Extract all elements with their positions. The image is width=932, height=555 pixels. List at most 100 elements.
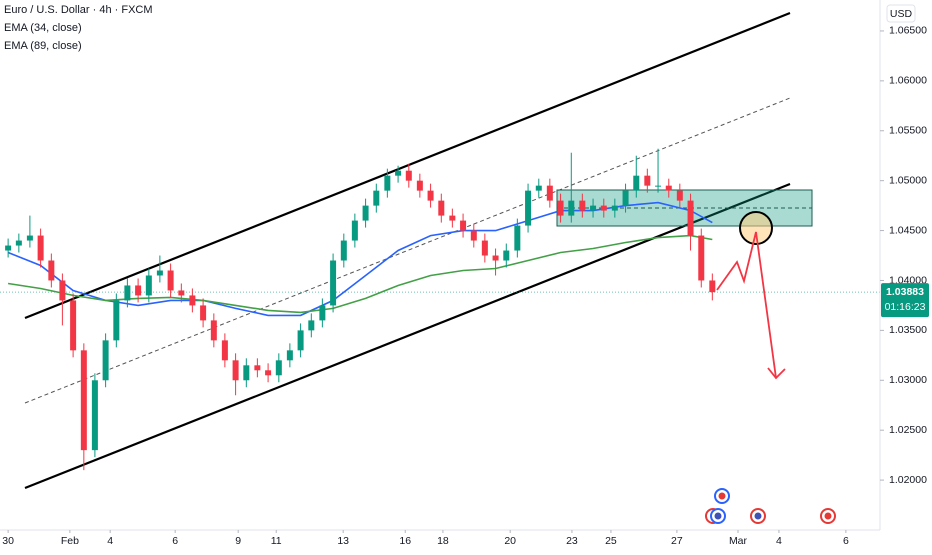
- x-tick-label: 11: [271, 535, 282, 547]
- y-tick-label: 1.03500: [889, 324, 927, 336]
- y-tick-label: 1.05500: [889, 125, 927, 137]
- candle-body: [579, 200, 586, 211]
- x-tick-label: 13: [337, 535, 349, 547]
- event-icons: [705, 488, 836, 524]
- candle-body: [470, 230, 477, 241]
- candle-body: [535, 185, 542, 191]
- candle-body: [568, 200, 575, 216]
- x-tick-label: Feb: [61, 535, 79, 547]
- bar-countdown: 01:16:23: [885, 301, 926, 313]
- candle-body: [590, 205, 597, 211]
- x-tick-label: 4: [776, 535, 782, 547]
- y-tick-label: 1.06000: [889, 75, 927, 87]
- candle-body: [5, 245, 12, 251]
- candle-body: [232, 360, 239, 381]
- legend-entry: EMA (34, close): [4, 22, 82, 34]
- candle-body: [26, 235, 33, 241]
- candle-body: [48, 260, 55, 281]
- candle-body: [655, 185, 662, 187]
- candle-body: [709, 280, 716, 293]
- candle-body: [384, 175, 391, 191]
- candle-body: [135, 285, 142, 296]
- candle-body: [189, 295, 196, 306]
- candle-body: [254, 365, 261, 371]
- candle-body: [460, 220, 467, 231]
- candle-body: [438, 200, 445, 216]
- x-tick-label: 25: [605, 535, 617, 547]
- event-icon-dot: [714, 512, 722, 520]
- candle-body: [525, 190, 532, 226]
- candle-body: [167, 270, 174, 291]
- candle-body: [340, 240, 347, 261]
- candle-body: [243, 365, 250, 381]
- chart-title: Euro / U.S. Dollar · 4h · FXCM: [4, 4, 153, 16]
- channel-lower: [24, 182, 791, 490]
- y-tick-label: 1.04500: [889, 224, 927, 236]
- event-icon-dot: [824, 512, 832, 520]
- candle-body: [622, 190, 629, 206]
- candle-body: [145, 275, 152, 296]
- channel-upper: [24, 11, 791, 320]
- candle-body: [286, 350, 293, 361]
- candle-body: [319, 305, 326, 321]
- y-tick-label: 1.02500: [889, 424, 927, 436]
- candle-body: [80, 350, 87, 451]
- candle-body: [362, 205, 369, 221]
- candle-body: [687, 200, 694, 236]
- event-icon-dot: [754, 512, 762, 520]
- candle-body: [221, 340, 228, 361]
- x-tick-label: 4: [107, 535, 113, 547]
- candle-body: [275, 360, 282, 376]
- candle-body: [330, 260, 337, 306]
- candle-body: [503, 250, 510, 261]
- candle-body: [676, 190, 683, 201]
- candle-body: [308, 320, 315, 331]
- annotations: [705, 211, 836, 524]
- candle-body: [373, 190, 380, 206]
- target-circle: [739, 211, 773, 245]
- candle-body: [665, 185, 672, 191]
- candle-body: [492, 255, 499, 261]
- candle-body: [91, 380, 98, 451]
- candle-body: [178, 290, 185, 296]
- currency-label: USD: [890, 8, 913, 20]
- candle-body: [265, 370, 272, 376]
- candle-body: [416, 180, 423, 191]
- price-tag: [881, 283, 929, 318]
- candle-body: [698, 235, 705, 281]
- y-tick-label: 1.02000: [889, 474, 927, 486]
- x-tick-label: 30: [2, 535, 14, 547]
- candle-body: [600, 205, 607, 211]
- y-tick-label: 1.03000: [889, 374, 927, 386]
- candle-body: [427, 190, 434, 201]
- candle-body: [546, 185, 553, 201]
- candle-body: [449, 215, 456, 221]
- x-tick-label: 23: [566, 535, 578, 547]
- candle-body: [70, 300, 77, 351]
- y-tick-label: 1.05000: [889, 174, 927, 186]
- candle-body: [102, 340, 109, 381]
- candle-body: [297, 330, 304, 351]
- candle-body: [351, 220, 358, 241]
- event-icon-dot: [718, 492, 726, 500]
- candle-body: [37, 235, 44, 261]
- candle-body: [156, 270, 163, 276]
- x-tick-label: 6: [843, 535, 849, 547]
- candle-body: [633, 175, 640, 191]
- candle-body: [210, 320, 217, 341]
- projection-path: [716, 231, 777, 379]
- candle-body: [481, 240, 488, 256]
- candle-body: [124, 285, 131, 301]
- candle-body: [611, 205, 618, 211]
- projection-arrowhead: [767, 367, 786, 380]
- x-tick-label: Mar: [729, 535, 748, 547]
- candle-body: [405, 170, 412, 181]
- x-tick-label: 16: [399, 535, 411, 547]
- candle-body: [395, 170, 402, 176]
- candle-body: [59, 280, 66, 301]
- price-tag-value: 1.03883: [886, 286, 924, 298]
- channel-mid: [24, 97, 791, 404]
- x-tick-label: 9: [235, 535, 241, 547]
